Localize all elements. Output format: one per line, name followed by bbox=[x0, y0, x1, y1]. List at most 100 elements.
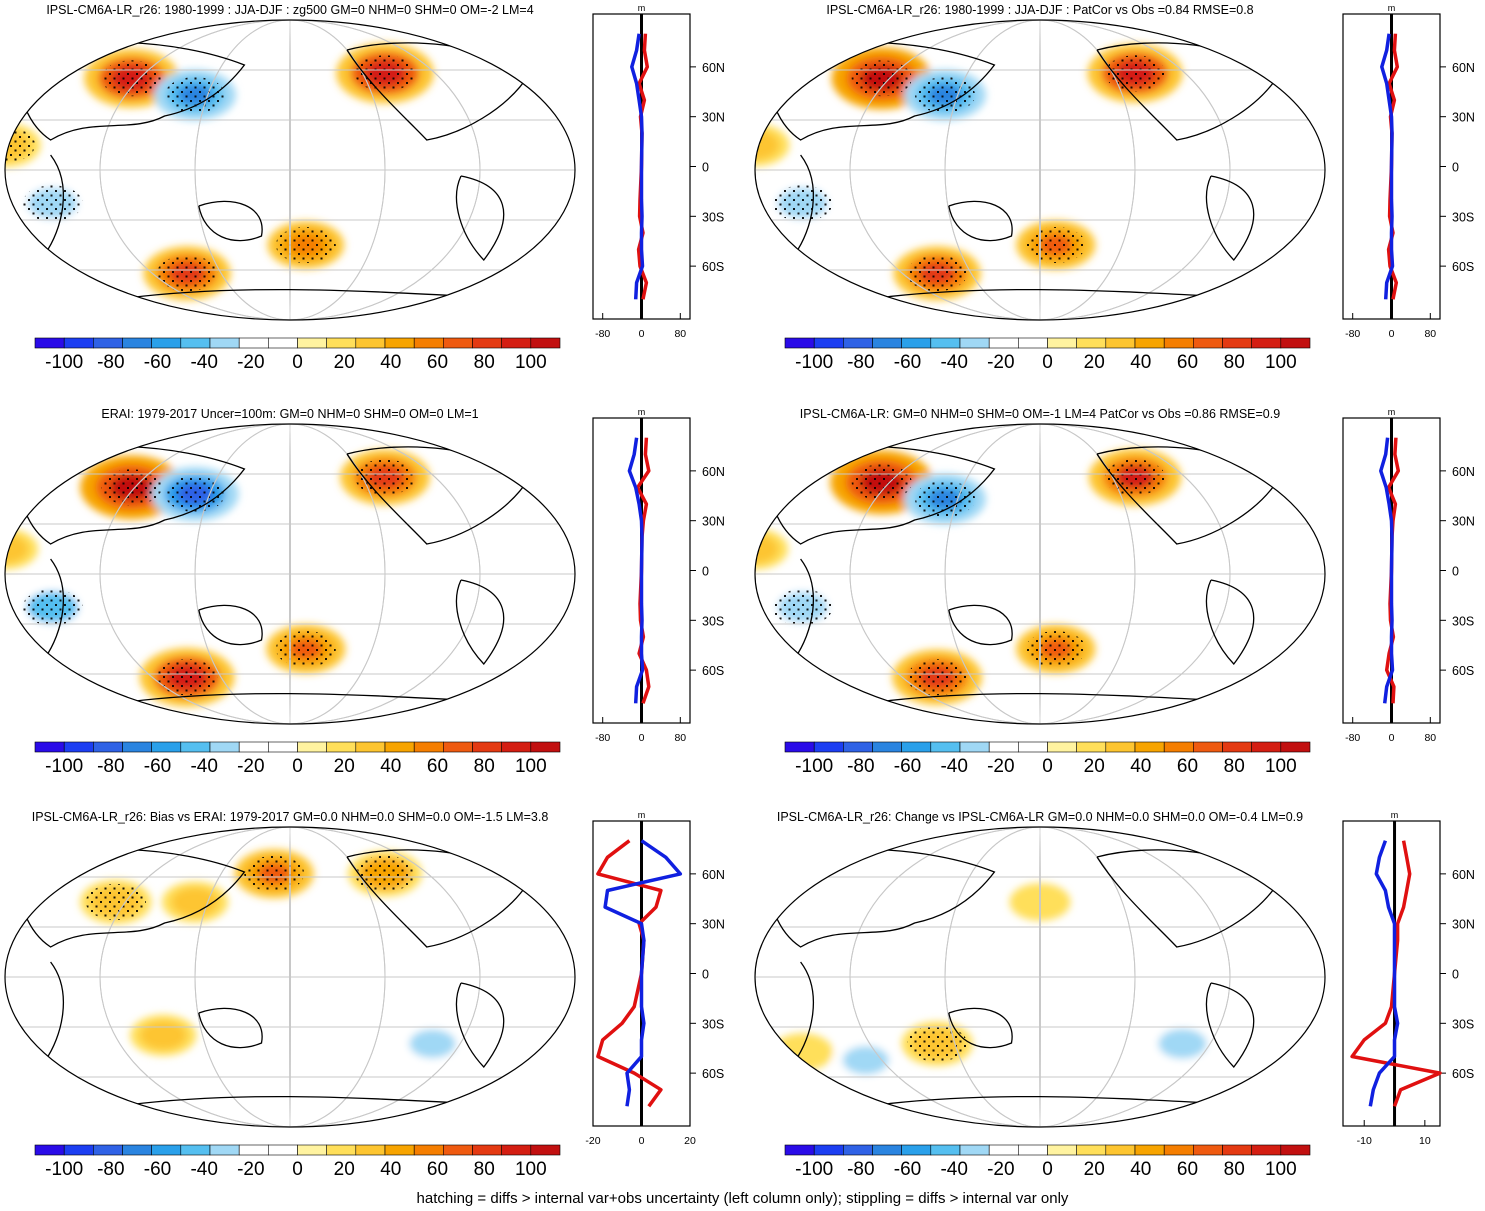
meridian bbox=[99, 424, 481, 724]
colorbar-swatch bbox=[442, 1144, 473, 1156]
colorbar-label: -20 bbox=[237, 1159, 264, 1180]
stippling bbox=[915, 77, 975, 113]
colorbar-label: 0 bbox=[292, 1159, 303, 1180]
colorbar-swatch bbox=[413, 741, 444, 753]
meridian bbox=[194, 827, 386, 1127]
colorbar-label: 60 bbox=[427, 756, 448, 777]
colorbar-swatch bbox=[34, 741, 65, 753]
profile-lat-label: 60S bbox=[702, 1067, 724, 1081]
colorbar-label: 20 bbox=[1084, 1159, 1105, 1180]
colorbar-label: 20 bbox=[1084, 756, 1105, 777]
meridian bbox=[944, 20, 1136, 320]
coastline bbox=[1205, 982, 1255, 1069]
profile-unit: m bbox=[638, 407, 646, 417]
colorbar-swatch bbox=[34, 1144, 65, 1156]
graticule bbox=[5, 20, 575, 320]
zonal-profile: 60N 30N 0 30S 60S -80 0 80 m bbox=[592, 407, 725, 744]
panel-title: IPSL-CM6A-LR_r26: 1980-1999 : JJA-DJF : … bbox=[46, 3, 533, 17]
stippling bbox=[851, 60, 912, 97]
colorbar-swatch bbox=[151, 337, 182, 349]
colorbar-swatch bbox=[355, 1144, 386, 1156]
profile-lat-label: 60S bbox=[702, 664, 724, 678]
colorbar-label: -60 bbox=[144, 352, 171, 373]
colorbar-swatch bbox=[784, 337, 815, 349]
meridian bbox=[289, 827, 291, 1127]
profile-lat-label: 30N bbox=[702, 515, 725, 529]
colorbar-swatch bbox=[442, 337, 473, 349]
profile-lat-label: 30S bbox=[1452, 1017, 1474, 1031]
coastline bbox=[198, 1007, 263, 1049]
zonal-profile: 60N 30N 0 30S 60S -80 0 80 m bbox=[1342, 3, 1475, 340]
colorbar-swatch bbox=[1222, 741, 1253, 753]
panel-title: IPSL-CM6A-LR_r26: Bias vs ERAI: 1979-201… bbox=[32, 810, 549, 824]
colorbar-label: 60 bbox=[427, 1159, 448, 1180]
colorbar-swatch bbox=[238, 337, 269, 349]
coastline bbox=[794, 961, 814, 1062]
colorbar-swatch bbox=[901, 741, 932, 753]
colorbar-swatch bbox=[813, 1144, 844, 1156]
colorbar-swatch bbox=[122, 337, 153, 349]
anomaly-contour bbox=[842, 1046, 889, 1075]
colorbar-label: 100 bbox=[515, 352, 547, 373]
map-border bbox=[4, 19, 576, 321]
map-border bbox=[4, 826, 576, 1128]
graticule bbox=[5, 827, 575, 1127]
colorbar-swatch bbox=[93, 1144, 123, 1156]
profile-x-label: 0 bbox=[1389, 328, 1395, 340]
anomaly-contour bbox=[755, 123, 790, 167]
colorbar-swatch bbox=[784, 1144, 815, 1156]
stippling bbox=[915, 481, 975, 517]
colorbar-label: -80 bbox=[97, 1159, 124, 1180]
colorbar-label: -60 bbox=[144, 1159, 171, 1180]
stippling bbox=[355, 855, 415, 892]
colorbar-swatch bbox=[1047, 337, 1078, 349]
panel-p6: IPSL-CM6A-LR_r26: Change vs IPSL-CM6A-LR… bbox=[754, 810, 1475, 1180]
colorbar-swatch bbox=[872, 1144, 903, 1156]
stippling bbox=[1025, 631, 1086, 667]
colorbar-swatch bbox=[1076, 337, 1107, 349]
stippling bbox=[101, 469, 162, 506]
profile-x-label: -20 bbox=[585, 1135, 600, 1147]
coastline bbox=[1096, 446, 1281, 545]
anomaly-contour bbox=[284, 1030, 328, 1057]
profile-lat-label: 0 bbox=[1452, 565, 1459, 579]
colorbar-label: -100 bbox=[795, 352, 833, 373]
colorbar-label: 100 bbox=[1265, 352, 1297, 373]
colorbar-label: -20 bbox=[987, 756, 1014, 777]
colorbar-swatch bbox=[1017, 741, 1048, 753]
colorbar-swatch bbox=[63, 337, 94, 349]
colorbar: -100 -80 -60 -40 -20 0 20 40 60 80 100 bbox=[34, 741, 561, 777]
anomaly-contour bbox=[409, 1029, 456, 1058]
colorbar-swatch bbox=[297, 1144, 328, 1156]
colorbar-swatch bbox=[1163, 741, 1194, 753]
colorbar-label: -100 bbox=[45, 352, 83, 373]
stippling bbox=[157, 255, 218, 292]
profile-x-label: 0 bbox=[639, 1135, 645, 1147]
colorbar-swatch bbox=[959, 741, 990, 753]
stippling bbox=[907, 1025, 968, 1062]
stippling bbox=[772, 589, 833, 626]
panel-title: IPSL-CM6A-LR_r26: Change vs IPSL-CM6A-LR… bbox=[777, 810, 1303, 824]
profile-lat-label: 60N bbox=[702, 61, 725, 75]
colorbar: -100 -80 -60 -40 -20 0 20 40 60 80 100 bbox=[34, 1144, 561, 1180]
profile-unit: m bbox=[1388, 407, 1396, 417]
colorbar-label: 60 bbox=[1177, 756, 1198, 777]
profile-x-label: 80 bbox=[1424, 328, 1436, 340]
colorbar-swatch bbox=[122, 1144, 153, 1156]
colorbar: -100 -80 -60 -40 -20 0 20 40 60 80 100 bbox=[784, 741, 1311, 777]
stippling bbox=[1025, 227, 1086, 263]
profile-x-label: 20 bbox=[684, 1135, 696, 1147]
colorbar-swatch bbox=[297, 337, 328, 349]
colorbar-label: -80 bbox=[847, 1159, 874, 1180]
stippling bbox=[165, 77, 225, 113]
anomaly-contour bbox=[644, 479, 709, 519]
stippling bbox=[772, 185, 833, 222]
colorbar-swatch bbox=[1251, 1144, 1282, 1156]
map-border bbox=[754, 19, 1326, 321]
anomaly-contour bbox=[781, 1038, 824, 1066]
colorbar-label: -100 bbox=[795, 1159, 833, 1180]
stippling bbox=[275, 631, 336, 667]
anomaly-contour bbox=[140, 1021, 187, 1050]
profile-series-blue bbox=[1379, 437, 1395, 704]
colorbar-label: -80 bbox=[97, 352, 124, 373]
